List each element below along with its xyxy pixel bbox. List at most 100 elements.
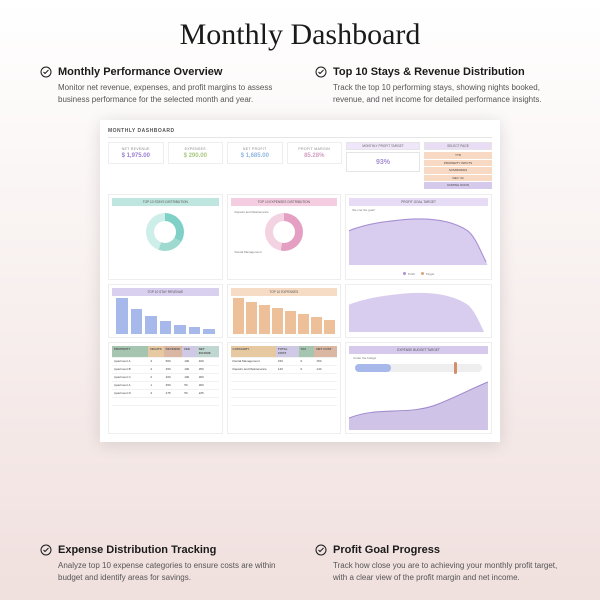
- bar: [203, 329, 215, 334]
- legend-item: Profit: [403, 272, 415, 276]
- menu-item[interactable]: SUMMARIES: [424, 167, 492, 174]
- table-cell: 3: [148, 390, 163, 398]
- table-cell: 140: [314, 366, 337, 374]
- table-cell: Apartment A: [112, 358, 148, 366]
- check-circle-icon: [40, 66, 52, 78]
- kpi-value: $ 290.00: [171, 153, 221, 159]
- table-cell: 450: [164, 366, 183, 374]
- table-cell: 1: [148, 382, 163, 390]
- feature-profit-goal: Profit Goal Progress Track how close you…: [315, 544, 560, 584]
- table-cell: 100: [182, 366, 197, 374]
- goal-subtitle: We met the goal!: [352, 208, 488, 212]
- bar: [145, 316, 157, 334]
- kpi-card: EXPENSES$ 290.00: [168, 142, 224, 164]
- panel-title: TOP 10 EXPENSES DISTRIBUTION: [231, 198, 338, 206]
- donut-expenses-panel: TOP 10 EXPENSES DISTRIBUTION Repairs and…: [227, 194, 342, 280]
- table-cell: 0: [299, 366, 315, 374]
- panel-title: TOP 10 STAY REVENUE: [112, 288, 219, 296]
- kpi-card: PROFIT MARGIN 85.28%: [287, 142, 343, 164]
- menu-item[interactable]: COMING SOON: [424, 182, 492, 189]
- table-header: REVENUE: [164, 346, 183, 358]
- menu-header: SELECT PAGE: [424, 142, 492, 150]
- menu-item[interactable]: YTD: [424, 152, 492, 159]
- feature-expense-tracking: Expense Distribution Tracking Analyze to…: [40, 544, 285, 584]
- budget-progress: [355, 364, 482, 372]
- profit-goal-extended: [345, 284, 492, 338]
- profit-goal-panel: PROFIT GOAL TARGET We met the goal! Prof…: [345, 194, 492, 280]
- menu-item[interactable]: DEC '24: [424, 175, 492, 182]
- check-circle-icon: [315, 544, 327, 556]
- table-cell: 400: [164, 374, 183, 382]
- table-header: NET INCOME: [197, 346, 219, 358]
- bar: [160, 321, 172, 334]
- table-cell: 4: [148, 366, 163, 374]
- menu-item[interactable]: PROPERTY INPUTS: [424, 160, 492, 167]
- table-cell: 275: [164, 390, 183, 398]
- table-cell: 3: [148, 358, 163, 366]
- donut-stays-panel: TOP 10 STAYS DISTRIBUTION: [108, 194, 223, 280]
- feature-desc: Analyze top 10 expense categories to ens…: [40, 560, 285, 584]
- bar: [324, 320, 335, 334]
- donut-label: Rental Management: [235, 250, 262, 254]
- table-header: FEE: [182, 346, 197, 358]
- kpi-label: PROFIT MARGIN: [290, 147, 340, 151]
- table-cell: 50: [182, 390, 197, 398]
- bar: [259, 305, 270, 334]
- table-cell: 0: [299, 358, 315, 366]
- bar: [174, 325, 186, 334]
- bar: [246, 302, 257, 334]
- table-cell: 2: [148, 374, 163, 382]
- bar: [272, 308, 283, 334]
- table-cell: 50: [182, 382, 197, 390]
- feature-title: Profit Goal Progress: [333, 544, 440, 556]
- bar: [298, 314, 309, 334]
- kpi-label: NET REVENUE: [111, 147, 161, 151]
- table-cell: 100: [182, 374, 197, 382]
- table-cell: 140: [276, 366, 299, 374]
- bar: [311, 317, 322, 334]
- table-header: CATEGORY: [231, 346, 276, 358]
- legend-item: Target: [421, 272, 434, 276]
- table-cell: Rental Management: [231, 358, 276, 366]
- table-cell: 150: [276, 358, 299, 366]
- dashboard-heading: MONTHLY DASHBOARD: [108, 128, 492, 138]
- stays-table-panel: PROPERTYNIGHTSREVENUEFEENET INCOMEApartm…: [108, 342, 223, 434]
- feature-top-stays: Top 10 Stays & Revenue Distribution Trac…: [315, 66, 560, 106]
- check-circle-icon: [315, 66, 327, 78]
- kpi-value: 85.28%: [290, 153, 340, 159]
- bar: [116, 298, 128, 334]
- bar: [233, 298, 244, 334]
- panel-title: PROFIT GOAL TARGET: [349, 198, 488, 206]
- table-cell: 350: [164, 382, 183, 390]
- expenses-table-panel: CATEGORYTOTAL COSTTAXNET COSTRental Mana…: [227, 342, 342, 434]
- feature-title: Top 10 Stays & Revenue Distribution: [333, 66, 525, 78]
- table-cell: 350: [197, 366, 219, 374]
- table-cell: 150: [314, 358, 337, 366]
- feature-title: Monthly Performance Overview: [58, 66, 222, 78]
- table-cell: 300: [197, 382, 219, 390]
- bar: [285, 311, 296, 334]
- kpi-label: NET PROFIT: [230, 147, 280, 151]
- table-cell: 300: [197, 374, 219, 382]
- bar-revenue-panel: TOP 10 STAY REVENUE: [108, 284, 223, 338]
- panel-title: EXPENSE BUDGET TARGET: [349, 346, 488, 354]
- table-cell: Apartment D: [112, 390, 148, 398]
- area-chart-icon: [349, 288, 488, 332]
- profit-target-label: MONTHLY PROFIT TARGET: [346, 142, 420, 150]
- budget-subtitle: Under the budget: [353, 356, 488, 360]
- feature-desc: Track how close you are to achieving you…: [315, 560, 560, 584]
- page-title: Monthly Dashboard: [0, 0, 600, 66]
- table-cell: 225: [197, 390, 219, 398]
- area-chart-icon: [349, 214, 488, 266]
- table-header: PROPERTY: [112, 346, 148, 358]
- bar-expenses-panel: TOP 10 EXPENSES: [227, 284, 342, 338]
- feature-desc: Monitor net revenue, expenses, and profi…: [40, 82, 285, 106]
- kpi-card: NET PROFIT$ 1,685.00: [227, 142, 283, 164]
- donut-label: Repairs and Maintenance: [235, 210, 269, 214]
- table-cell: 100: [182, 358, 197, 366]
- donut-chart-expenses: [265, 213, 303, 251]
- table-cell: Apartment B: [112, 366, 148, 374]
- trend-chart-icon: [349, 376, 488, 430]
- panel-title: TOP 10 STAYS DISTRIBUTION: [112, 198, 219, 206]
- table-cell: Repairs and Maintenance: [231, 366, 276, 374]
